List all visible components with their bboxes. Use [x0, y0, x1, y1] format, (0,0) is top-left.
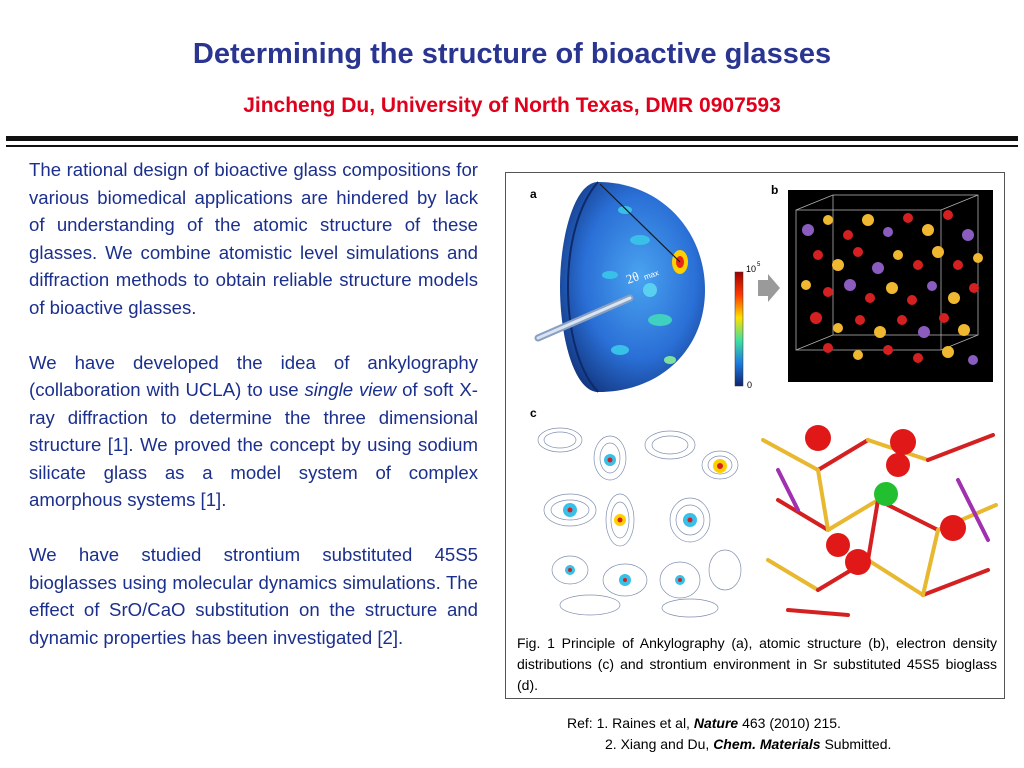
- reference-2-authors: 2. Xiang and Du,: [605, 736, 714, 752]
- paragraph-2-end: of soft X-ray diffraction to determine t…: [29, 379, 478, 510]
- atomic-structure-panel: [788, 190, 993, 382]
- ankylography-panel: 2θ max 10 5 0: [534, 181, 780, 393]
- header-divider-thin: [6, 145, 1018, 147]
- colorbar-min-label: 0: [747, 380, 752, 390]
- panel-label-a: a: [530, 187, 537, 201]
- electron-density-panel: [530, 420, 748, 620]
- reference-1-authors: Ref: 1. Raines et al,: [567, 715, 694, 731]
- colorbar-max-label: 10: [746, 264, 756, 274]
- paragraph-1: The rational design of bioactive glass c…: [29, 159, 478, 318]
- strontium-environment-panel: [758, 420, 1000, 620]
- slide-title: Determining the structure of bioactive g…: [192, 38, 832, 70]
- body-text: The rational design of bioactive glass c…: [29, 156, 478, 679]
- hemisphere-graphic: [534, 181, 705, 393]
- slide-subtitle: Jincheng Du, University of North Texas, …: [243, 94, 781, 117]
- reference-2-journal: Chem. Materials: [713, 736, 821, 752]
- paragraph-2-start: We have developed the idea of ankylograp…: [29, 351, 478, 401]
- atom-spheres-d: [805, 425, 966, 575]
- angle-label: 2θ: [624, 268, 641, 286]
- panel-label-c: c: [530, 406, 537, 420]
- figure-caption: Fig. 1 Principle of Ankylography (a), at…: [517, 635, 997, 693]
- reference-1-details: 463 (2010) 215.: [738, 715, 841, 731]
- reference-1: Ref: 1. Raines et al, Nature 463 (2010) …: [567, 713, 891, 734]
- colorbar-max-exponent: 5: [757, 262, 761, 268]
- paragraph-2: We have developed the idea of ankylograp…: [29, 349, 478, 514]
- references: Ref: 1. Raines et al, Nature 463 (2010) …: [567, 713, 891, 755]
- header-divider-thick: [6, 136, 1018, 141]
- arrow-right-icon: [758, 274, 780, 302]
- reference-2-details: Submitted.: [820, 736, 892, 752]
- colorbar: [734, 271, 744, 387]
- density-peaks: [563, 454, 727, 586]
- paragraph-3: We have studied strontium substituted 45…: [29, 544, 478, 648]
- reference-2: 2. Xiang and Du, Chem. Materials Submitt…: [567, 734, 891, 755]
- reference-1-journal: Nature: [693, 715, 739, 731]
- panel-label-b: b: [771, 183, 779, 197]
- atom-spheres: [801, 210, 983, 365]
- paragraph-2-italic: single view: [304, 379, 397, 400]
